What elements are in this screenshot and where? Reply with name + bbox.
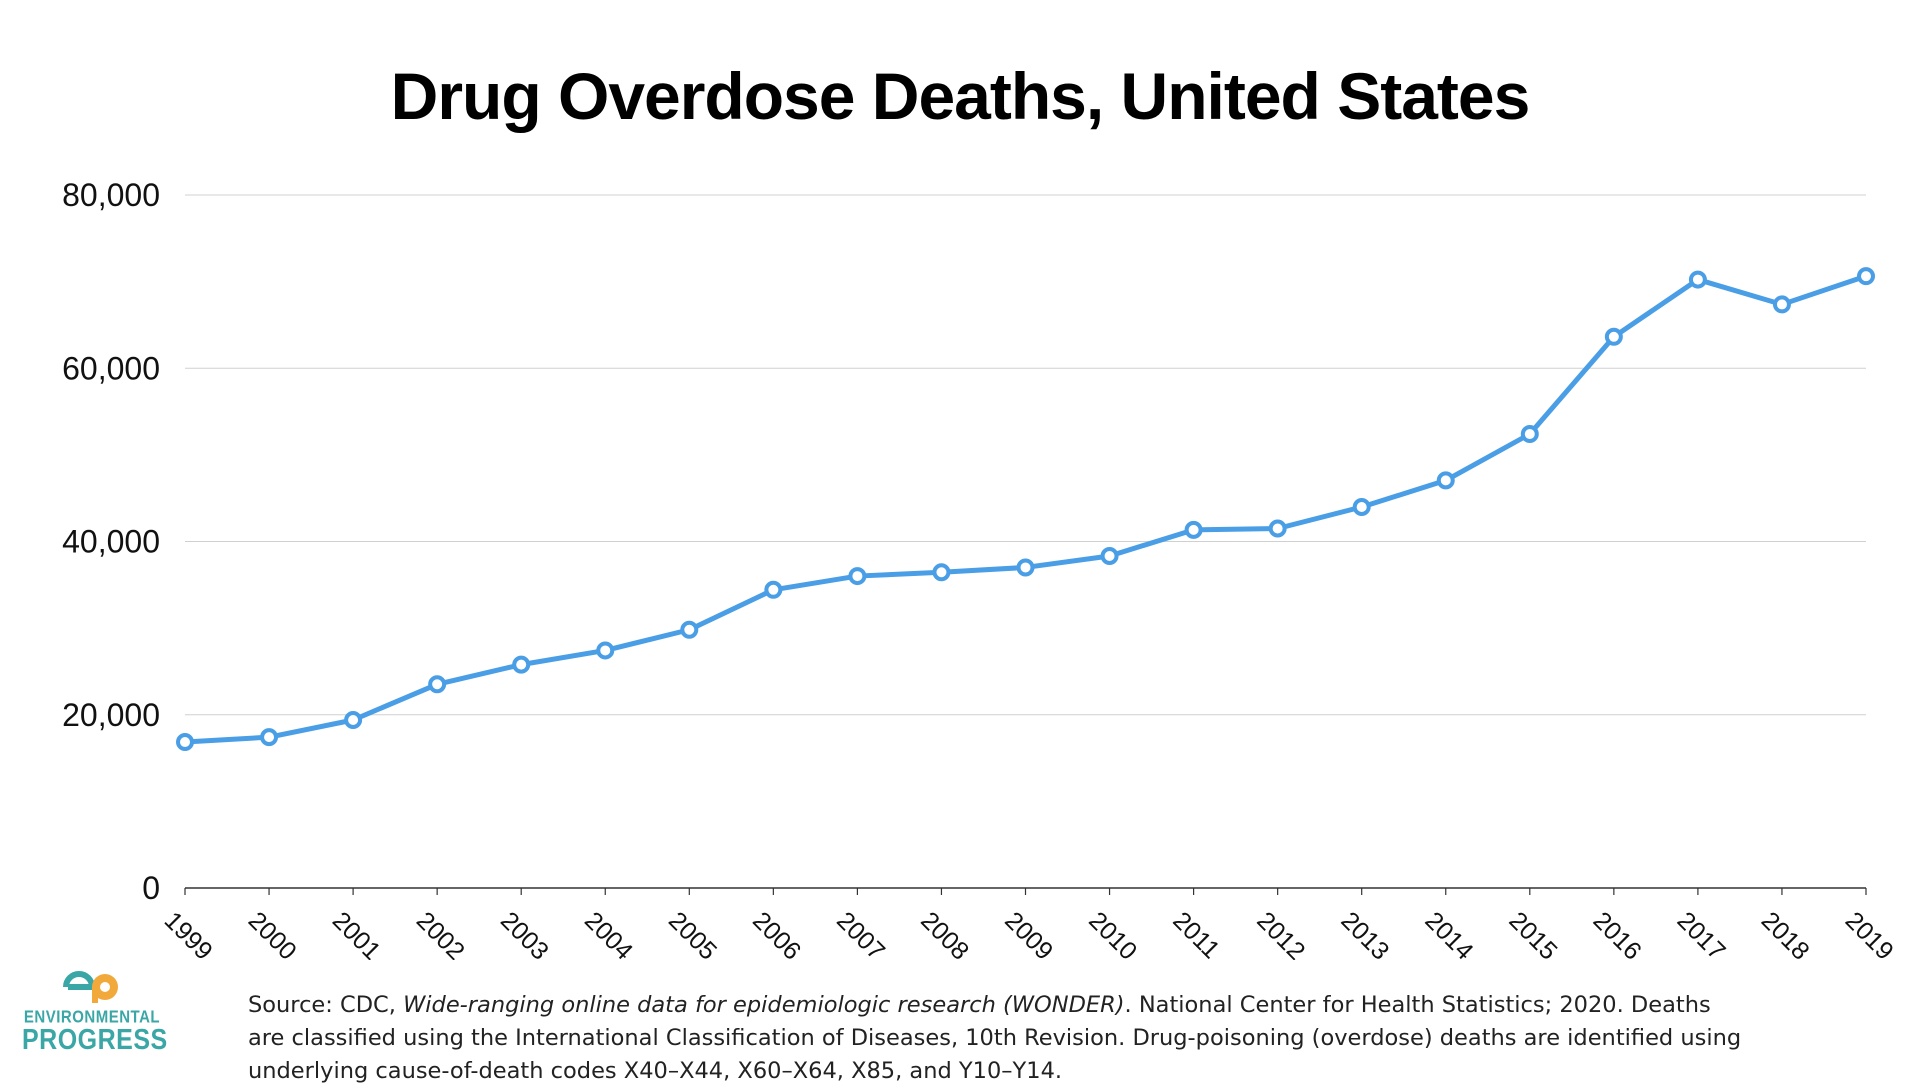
x-tick-label: 2001 bbox=[327, 906, 386, 960]
series-line bbox=[182, 273, 1869, 745]
x-tick-label: 2010 bbox=[1083, 906, 1142, 960]
y-tick-label: 20,000 bbox=[62, 697, 160, 733]
data-point-2000 bbox=[260, 728, 279, 747]
x-tick-label: 2011 bbox=[1167, 906, 1225, 960]
data-point-2002 bbox=[428, 675, 447, 694]
x-tick-label: 2015 bbox=[1504, 906, 1563, 960]
source-prefix: Source: CDC, bbox=[248, 992, 404, 1018]
x-tick-label: 2016 bbox=[1588, 906, 1647, 960]
ep-logo-icon bbox=[63, 971, 118, 1003]
y-tick-label: 60,000 bbox=[62, 350, 160, 386]
data-point-2004 bbox=[596, 641, 615, 660]
data-point-2011 bbox=[1184, 520, 1203, 539]
source-line1-rest: . National Center for Health Statistics;… bbox=[1124, 992, 1711, 1018]
data-point-2014 bbox=[1436, 471, 1455, 490]
logo-line2: PROGRESS bbox=[22, 1023, 168, 1057]
y-tick-label: 40,000 bbox=[62, 524, 160, 560]
x-tick-label: 2018 bbox=[1756, 906, 1815, 960]
x-tick-label: 2017 bbox=[1672, 906, 1731, 960]
source-note: Source: CDC, Wide-ranging online data fo… bbox=[248, 989, 1748, 1088]
chart-title: Drug Overdose Deaths, United States bbox=[390, 59, 1531, 133]
data-point-2006 bbox=[764, 580, 783, 599]
x-tick-label: 2007 bbox=[831, 906, 890, 960]
logo-line1: ENVIRONMENTAL bbox=[23, 1007, 161, 1028]
x-tick-label: 2012 bbox=[1251, 906, 1310, 960]
x-tick-label: 2003 bbox=[495, 906, 554, 960]
y-tick-label: 0 bbox=[142, 870, 160, 906]
data-point-2017 bbox=[1688, 270, 1707, 289]
line-chart: 0 20,000 40,000 60,000 80,000 1999 2000 2001 20… bbox=[62, 177, 1899, 960]
x-tick-label: 2019 bbox=[1840, 906, 1899, 960]
data-point-1999 bbox=[176, 733, 194, 752]
data-point-2010 bbox=[1100, 546, 1119, 565]
x-tick-label: 2000 bbox=[243, 906, 302, 960]
x-tick-label: 2002 bbox=[411, 906, 470, 960]
x-tick-label: 2005 bbox=[663, 906, 722, 960]
x-tick-label: 2004 bbox=[579, 906, 638, 960]
x-tick-label: 2009 bbox=[999, 906, 1058, 960]
data-point-2009 bbox=[1016, 558, 1035, 577]
x-tick-label: 2006 bbox=[747, 906, 806, 960]
data-point-2001 bbox=[344, 710, 363, 729]
data-point-2005 bbox=[680, 620, 699, 639]
data-point-2007 bbox=[848, 567, 867, 586]
source-line2: are classified using the International C… bbox=[248, 1025, 1742, 1051]
data-point-2003 bbox=[512, 655, 531, 674]
data-point-2019 bbox=[1857, 267, 1875, 286]
environmental-progress-logo: ENVIRONMENTAL PROGRESS bbox=[22, 970, 168, 1057]
y-tick-label: 80,000 bbox=[62, 177, 160, 213]
x-tick-label: 2013 bbox=[1335, 906, 1394, 960]
x-tick-label: 2014 bbox=[1420, 906, 1479, 960]
source-italic: Wide-ranging online data for epidemiolog… bbox=[403, 992, 1125, 1018]
data-point-2012 bbox=[1268, 519, 1287, 538]
data-point-2016 bbox=[1604, 327, 1623, 346]
data-point-2015 bbox=[1520, 425, 1539, 444]
x-tick-label: 1999 bbox=[159, 906, 218, 960]
source-line3: underlying cause-of-death codes X40–X44,… bbox=[248, 1058, 1063, 1084]
data-point-2018 bbox=[1772, 295, 1791, 314]
data-point-2008 bbox=[932, 563, 951, 582]
data-point-2013 bbox=[1352, 498, 1371, 517]
x-tick-label: 2008 bbox=[915, 906, 974, 960]
